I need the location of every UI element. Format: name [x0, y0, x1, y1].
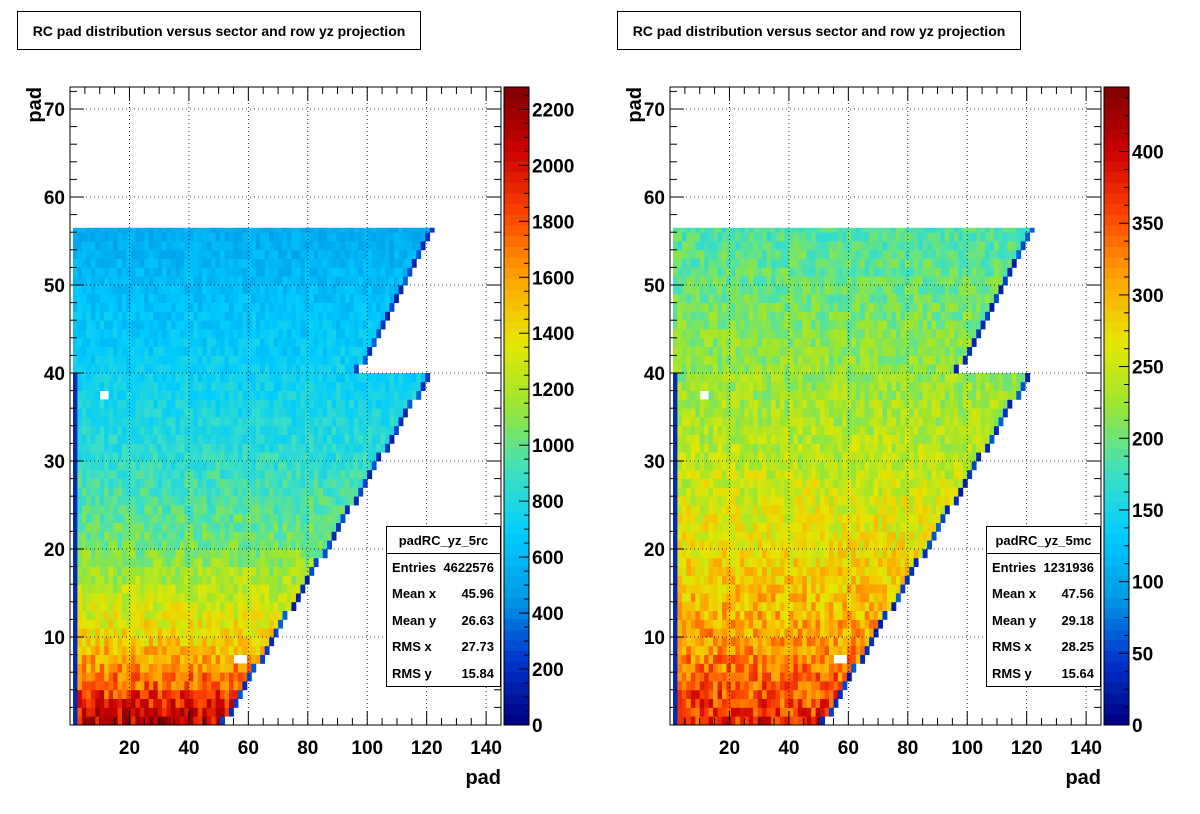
stats-row-mean-y: Mean y 26.63	[392, 612, 494, 628]
colorbar-tick-label: 350	[1132, 214, 1164, 235]
colorbar-tick-label: 50	[1132, 644, 1153, 665]
colorbar-tick-label: 0	[532, 716, 543, 737]
colorbar-tick-label: 200	[1132, 429, 1164, 450]
heatmap-chart-rc: 20 40 60 80 100 120 14010203040506070padpad020…	[24, 86, 574, 789]
right-panel: RC pad distribution versus sector and ro…	[600, 0, 1200, 814]
y-axis-label: pad	[24, 87, 46, 123]
stats-row-rms-x: RMS x 28.25	[992, 639, 1094, 655]
stats-box: padRC_yz_5mc Entries 1231936 Mean x 47.56 …	[986, 526, 1101, 687]
colorbar-tick-label: 800	[532, 492, 564, 513]
y-axis-label: pad	[624, 87, 646, 123]
colorbar-tick-label: 1000	[532, 436, 574, 457]
left-panel: RC pad distribution versus sector and ro…	[17, 11, 574, 789]
colorbar-tick-label: 2200	[532, 100, 574, 121]
colorbar-tick-label: 300	[1132, 286, 1164, 307]
y-tick-label: 40	[44, 364, 65, 385]
y-tick-label: 60	[44, 188, 65, 209]
colorbar-tick-label: 1200	[532, 380, 574, 401]
heatmap-cells	[73, 227, 435, 726]
x-tick-label: 100	[351, 738, 383, 759]
colorbar-tick-label: 200	[532, 660, 564, 681]
stats-row-rms-y: RMS y 15.84	[392, 665, 494, 681]
colorbar	[1103, 86, 1130, 726]
y-tick-label: 50	[644, 276, 665, 297]
stats-row-entries: Entries 4622576	[392, 559, 494, 575]
x-tick-label: 140	[470, 738, 502, 759]
y-tick-label: 10	[44, 628, 65, 649]
x-tick-label: 100	[951, 738, 983, 759]
x-tick-label: 60	[238, 738, 259, 759]
x-axis-label: pad	[465, 767, 501, 789]
x-tick-label: 40	[178, 738, 199, 759]
stats-box: padRC_yz_5rc Entries 4622576 Mean x 45.96 …	[386, 526, 501, 687]
chart-title: RC pad distribution versus sector and ro…	[617, 11, 1021, 50]
colorbar-tick-label: 1600	[532, 268, 574, 289]
x-axis-label: pad	[1065, 767, 1101, 789]
x-tick-label: 40	[778, 738, 799, 759]
plot-frame	[669, 86, 1102, 726]
colorbar-tick-label: 150	[1132, 501, 1164, 522]
x-tick-label: 140	[1070, 738, 1102, 759]
y-tick-label: 50	[44, 276, 65, 297]
y-tick-label: 30	[44, 452, 65, 473]
stats-row-mean-x: Mean x 47.56	[992, 586, 1094, 602]
y-tick-label: 20	[44, 540, 65, 561]
stats-row-entries: Entries 1231936	[992, 559, 1094, 575]
heatmap-chart-mc: 20 40 60 80 100 120 14010203040506070padpad050…	[624, 86, 1164, 789]
plot-frame	[69, 86, 502, 726]
colorbar-tick-label: 400	[532, 604, 564, 625]
stats-row-mean-y: Mean y 29.18	[992, 612, 1094, 628]
stats-row-rms-x: RMS x 27.73	[392, 639, 494, 655]
x-tick-label: 20	[119, 738, 140, 759]
stats-name: padRC_yz_5rc	[387, 527, 500, 554]
x-tick-label: 20	[719, 738, 740, 759]
x-tick-label: 80	[297, 738, 318, 759]
axis-ticks	[70, 87, 501, 725]
y-tick-label: 10	[644, 628, 665, 649]
colorbar-tick-label: 1800	[532, 212, 574, 233]
stats-name: padRC_yz_5mc	[987, 527, 1100, 554]
colorbar-tick-label: 400	[1132, 143, 1164, 164]
y-tick-label: 60	[644, 188, 665, 209]
y-tick-label: 30	[644, 452, 665, 473]
colorbar-tick-label: 2000	[532, 156, 574, 177]
y-tick-label: 70	[644, 100, 665, 121]
y-tick-label: 70	[44, 100, 65, 121]
colorbar-tick-label: 250	[1132, 358, 1164, 379]
stats-row-rms-y: RMS y 15.64	[992, 665, 1094, 681]
y-tick-label: 20	[644, 540, 665, 561]
colorbar-tick-label: 1400	[532, 324, 574, 345]
colorbar-tick-label: 0	[1132, 716, 1143, 737]
x-tick-label: 120	[411, 738, 443, 759]
stats-row-mean-x: Mean x 45.96	[392, 586, 494, 602]
x-tick-label: 80	[897, 738, 918, 759]
y-tick-label: 40	[644, 364, 665, 385]
colorbar	[503, 86, 530, 726]
x-tick-label: 60	[838, 738, 859, 759]
chart-title: RC pad distribution versus sector and ro…	[17, 11, 421, 50]
colorbar-tick-label: 600	[532, 548, 564, 569]
x-tick-label: 120	[1011, 738, 1043, 759]
colorbar-tick-label: 100	[1132, 573, 1164, 594]
heatmap-cells	[673, 227, 1035, 726]
